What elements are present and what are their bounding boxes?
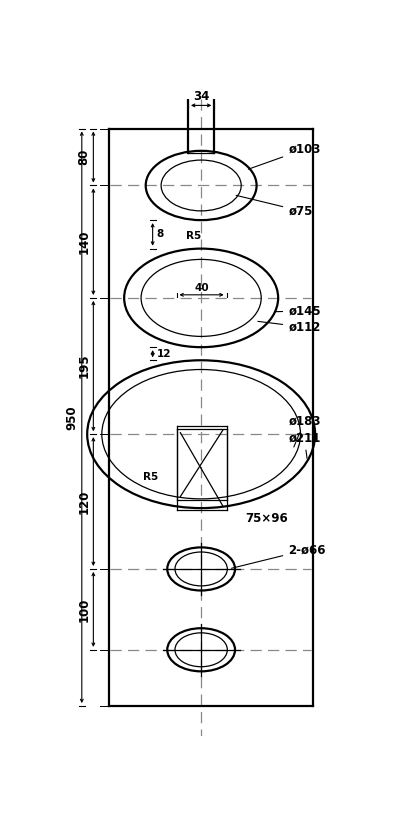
Text: R5: R5 bbox=[186, 232, 201, 241]
Text: 80: 80 bbox=[77, 149, 90, 165]
Text: R5: R5 bbox=[144, 471, 159, 481]
Text: 100: 100 bbox=[77, 597, 90, 622]
Text: ø112: ø112 bbox=[258, 321, 320, 333]
Text: 75×96: 75×96 bbox=[245, 513, 288, 525]
Text: ø103: ø103 bbox=[248, 143, 320, 170]
Text: 140: 140 bbox=[77, 229, 90, 254]
Text: 40: 40 bbox=[194, 283, 209, 293]
Text: ø211: ø211 bbox=[288, 432, 320, 458]
Text: 2-ø66: 2-ø66 bbox=[232, 543, 326, 568]
Text: 8: 8 bbox=[156, 229, 164, 239]
Text: 12: 12 bbox=[156, 349, 171, 359]
Text: ø75: ø75 bbox=[236, 195, 312, 218]
Text: 34: 34 bbox=[193, 90, 209, 103]
Text: ø145: ø145 bbox=[275, 304, 321, 318]
Text: 120: 120 bbox=[77, 490, 90, 514]
Text: ø183: ø183 bbox=[288, 414, 321, 447]
Text: 950: 950 bbox=[65, 405, 78, 429]
Text: 195: 195 bbox=[77, 354, 90, 379]
